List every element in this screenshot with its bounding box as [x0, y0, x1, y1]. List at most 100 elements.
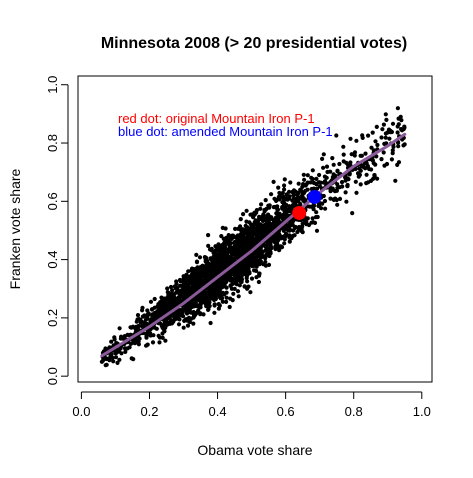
data-point	[302, 219, 308, 224]
data-point	[264, 243, 269, 248]
data-point	[164, 319, 170, 324]
data-point	[286, 209, 291, 214]
data-point	[352, 150, 358, 155]
amended-mountain-iron-point	[307, 189, 322, 204]
data-point	[198, 292, 203, 297]
data-point	[321, 152, 326, 157]
data-point	[103, 346, 108, 351]
data-point	[320, 156, 325, 161]
y-tick-label: 1.0	[45, 76, 60, 94]
y-tick-label: 0.4	[45, 251, 60, 269]
data-point	[277, 211, 282, 216]
data-point	[213, 257, 218, 262]
data-point	[177, 317, 182, 322]
data-point	[223, 226, 228, 231]
data-point	[244, 229, 249, 234]
data-point	[150, 313, 155, 318]
data-point	[276, 185, 281, 190]
data-point	[206, 301, 211, 306]
data-point	[183, 317, 188, 322]
data-point	[271, 179, 276, 184]
data-point	[331, 197, 336, 202]
data-point	[235, 289, 241, 294]
data-point	[322, 180, 327, 185]
data-point	[369, 145, 374, 150]
data-point	[213, 244, 218, 249]
data-point	[343, 178, 348, 183]
data-point	[390, 121, 396, 126]
data-point	[233, 277, 238, 282]
data-point	[169, 295, 174, 300]
x-axis-label: Obama vote share	[197, 442, 312, 458]
chart-title: Minnesota 2008 (> 20 presidential votes)	[101, 35, 407, 52]
data-point	[152, 296, 157, 302]
data-point	[111, 359, 116, 364]
data-point	[288, 227, 293, 233]
data-point	[375, 142, 380, 148]
data-point	[256, 279, 261, 285]
data-point	[312, 220, 318, 225]
data-point	[357, 166, 362, 171]
data-point	[118, 336, 123, 341]
data-point	[238, 224, 243, 229]
data-point	[190, 288, 195, 293]
data-point	[170, 302, 175, 307]
data-point	[189, 273, 194, 278]
x-tick-label: 0.4	[209, 404, 227, 419]
data-point	[258, 259, 263, 264]
x-axis: 0.0 0.2 0.4 0.6 0.8 1.0	[72, 391, 431, 419]
data-point	[195, 279, 200, 284]
data-point	[230, 298, 235, 303]
data-point	[200, 263, 205, 268]
data-point	[239, 236, 244, 241]
data-point	[296, 181, 301, 186]
data-point	[140, 314, 145, 319]
data-point	[220, 299, 225, 304]
data-point	[255, 253, 260, 258]
data-point	[272, 196, 277, 201]
data-point	[282, 205, 287, 210]
data-point	[337, 161, 342, 167]
data-point	[266, 212, 271, 217]
data-point	[262, 214, 267, 219]
data-point	[232, 252, 237, 257]
annotation-blue-dot: blue dot: amended Mountain Iron P-1	[118, 124, 333, 139]
data-point	[389, 157, 394, 162]
data-point	[373, 139, 378, 144]
data-point	[144, 343, 149, 348]
data-point	[380, 127, 385, 132]
data-point	[117, 357, 122, 362]
data-point	[224, 248, 229, 254]
data-point	[163, 299, 168, 304]
data-point	[191, 278, 196, 283]
data-point	[135, 313, 141, 318]
data-point	[208, 320, 213, 326]
data-point	[135, 317, 140, 322]
data-point	[322, 198, 328, 204]
data-point	[220, 243, 225, 248]
data-point	[275, 204, 280, 209]
data-point	[306, 222, 312, 228]
data-point	[198, 278, 204, 283]
data-point	[224, 295, 229, 300]
data-point	[157, 335, 162, 340]
data-point	[271, 220, 276, 225]
data-point	[206, 233, 211, 238]
data-point	[383, 131, 388, 136]
data-point	[181, 276, 186, 281]
data-point	[177, 297, 182, 302]
data-point	[227, 249, 232, 254]
data-point	[321, 165, 326, 170]
data-point	[168, 284, 174, 290]
data-point	[401, 143, 406, 148]
data-point	[189, 268, 194, 273]
data-point	[266, 262, 272, 267]
data-point	[150, 340, 156, 345]
data-point	[331, 176, 336, 181]
data-point	[303, 198, 308, 203]
data-point	[150, 307, 155, 312]
data-point	[310, 216, 315, 221]
data-point	[166, 290, 171, 295]
data-point	[366, 180, 371, 185]
data-point	[348, 136, 353, 141]
